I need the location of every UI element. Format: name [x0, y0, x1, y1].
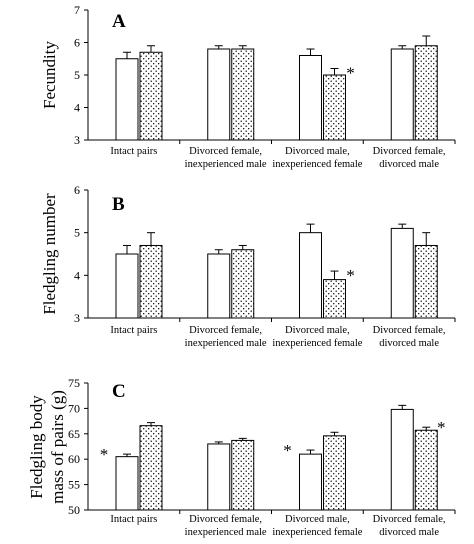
panel-letter: A	[112, 11, 126, 32]
category-label: Divorced female,	[189, 514, 262, 525]
category-label: Divorced female,	[373, 146, 446, 157]
y-tick-label: 5	[74, 226, 80, 240]
bar-plain	[299, 453, 322, 511]
y-tick-label: 3	[74, 311, 80, 325]
bar-dotted	[139, 425, 163, 511]
bar-plain	[115, 58, 139, 141]
y-tick-label: 6	[74, 36, 80, 50]
bar-plain	[207, 48, 231, 141]
y-axis-label-line: mass of pairs (g)	[48, 390, 67, 504]
y-axis-label-line: Fledgling number	[40, 193, 59, 315]
chart-panel-c: 50 55 60 65 70 75 Intact pairs Divorced female,…	[27, 376, 456, 538]
category-label: Divorced male,	[285, 146, 350, 157]
bar-plain	[390, 227, 414, 319]
category-label: divorced male	[379, 338, 439, 349]
y-axis-label: Fecundity	[40, 41, 59, 109]
y-tick-label: 60	[68, 452, 80, 466]
bar-dotted	[139, 51, 163, 141]
y-tick-label: 55	[68, 478, 80, 492]
significance-star: *	[283, 441, 292, 460]
category-label: inexperienced female	[272, 527, 362, 538]
category-label: inexperienced male	[185, 159, 267, 170]
category-label: inexperienced male	[185, 527, 267, 538]
bar-plain	[115, 456, 139, 511]
bar-plain	[115, 253, 139, 319]
bar-dotted	[139, 244, 163, 319]
category-label: Divorced female,	[189, 325, 262, 336]
y-axis-label: Fledgling number	[40, 193, 59, 315]
y-axis-label: Fledgling body mass of pairs (g)	[27, 390, 67, 504]
y-axis-label-line: Fledgling body	[27, 395, 46, 499]
y-axis-label-line: Fecundity	[40, 41, 59, 109]
y-tick-label: 65	[68, 427, 80, 441]
bar-dotted	[231, 249, 255, 319]
category-label: Divorced female,	[189, 146, 262, 157]
category-label: Divorced female,	[373, 325, 446, 336]
significance-star: *	[346, 64, 355, 83]
y-tick-label: 7	[74, 3, 80, 17]
bar-plain	[207, 253, 231, 319]
category-label: Divorced male,	[285, 325, 350, 336]
y-tick-label: 4	[74, 268, 80, 282]
y-tick-label: 4	[74, 101, 80, 115]
category-label: Divorced male,	[285, 514, 350, 525]
significance-star: *	[346, 266, 355, 285]
category-label: Intact pairs	[110, 146, 157, 157]
bar-dotted	[414, 429, 438, 511]
y-tick-label: 5	[74, 68, 80, 82]
category-label: inexperienced female	[272, 338, 362, 349]
y-tick-label: 6	[74, 183, 80, 197]
bar-dotted	[231, 48, 255, 141]
bar-plain	[299, 55, 322, 141]
y-tick-label: 3	[74, 133, 80, 147]
significance-star: *	[437, 418, 446, 437]
category-label: Intact pairs	[110, 514, 157, 525]
y-tick-label: 70	[68, 401, 80, 415]
category-label: Divorced female,	[373, 514, 446, 525]
bar-plain	[299, 232, 322, 319]
bar-dotted	[231, 439, 255, 511]
category-label: divorced male	[379, 159, 439, 170]
panel-letter: B	[112, 194, 125, 215]
category-label: inexperienced female	[272, 159, 362, 170]
category-label: divorced male	[379, 527, 439, 538]
y-tick-label: 75	[68, 376, 80, 390]
y-tick-label: 50	[68, 503, 80, 517]
bar-plain	[207, 443, 231, 511]
bar-dotted	[323, 279, 346, 319]
bar-dotted	[414, 244, 438, 319]
category-label: inexperienced male	[185, 338, 267, 349]
bar-dotted	[323, 74, 346, 141]
category-label: Intact pairs	[110, 325, 157, 336]
bar-dotted	[414, 45, 438, 141]
bar-dotted	[323, 435, 346, 511]
significance-star: *	[100, 445, 109, 464]
bar-plain	[390, 48, 414, 141]
chart-panel-a: 3 4 5 6 7 Intact pairs Divorced female, inexper…	[40, 3, 456, 170]
bar-plain	[390, 408, 414, 511]
chart-panel-b: 3 4 5 6 Intact pairs Divorced female, inexperi…	[40, 183, 456, 349]
panel-letter: C	[112, 381, 126, 402]
